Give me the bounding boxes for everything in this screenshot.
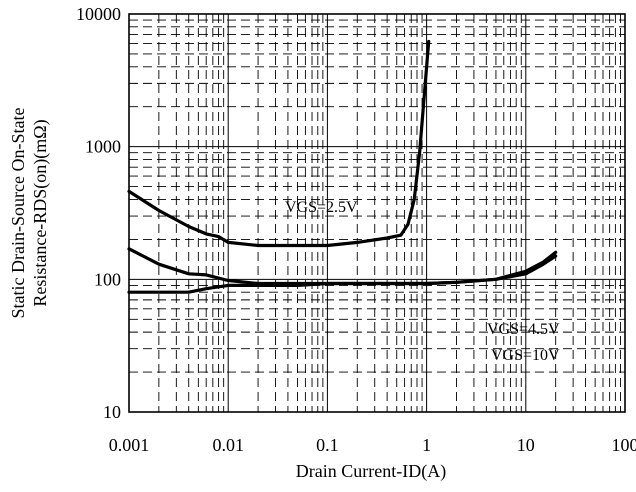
y-tick-label: 1000 [85,137,121,157]
x-tick-label: 10 [517,435,535,455]
x-tick-label: 100 [612,435,636,455]
y-axis-label-line1: Static Drain-Source On-State [8,108,28,319]
series-line-1 [127,39,431,248]
y-tick-labels: 10 100 1000 10000 [76,4,121,422]
x-axis-label: Drain Current-ID(A) [296,461,446,482]
series-line-3 [127,250,558,294]
x-tick-label: 0.01 [212,435,244,455]
x-tick-label: 1 [422,435,431,455]
y-tick-label: 10000 [76,4,121,24]
minor-grid [129,14,625,412]
y-axis-label-line2: Resistance-RDS(on)(mΩ) [30,119,51,306]
major-grid [129,14,625,412]
plot-frame [128,13,626,413]
series-layer [127,39,558,294]
x-tick-label: 0.001 [109,435,150,455]
x-tick-label: 0.1 [316,435,339,455]
annotation-vgs-2-5v: VGS=2.5V [285,199,358,216]
y-tick-label: 100 [94,269,121,289]
annotation-vgs-4-5v: VGS=4.5V [487,321,560,338]
y-tick-label: 10 [103,402,121,422]
x-tick-labels: 0.001 0.01 0.1 1 10 100 [109,435,636,455]
annotation-vgs-10v: VGS=10V [491,347,560,364]
